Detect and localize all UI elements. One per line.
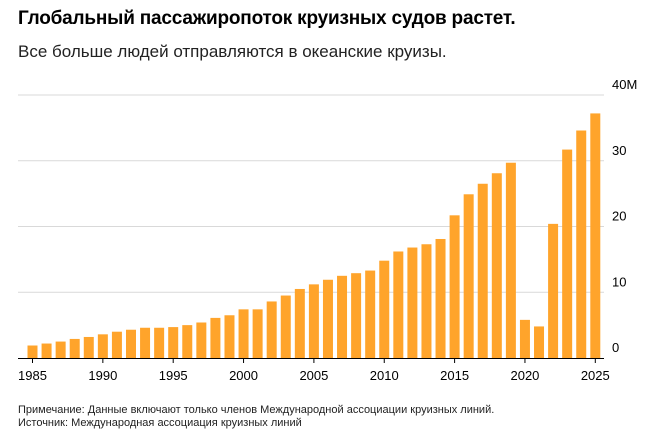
y-tick-label: 0: [612, 340, 619, 355]
bar-1991: [111, 331, 122, 358]
bar-2022: [548, 223, 559, 358]
bar-1994: [154, 327, 165, 358]
bar-1989: [83, 336, 94, 358]
y-tick-label: 20: [612, 209, 626, 224]
bar-2021: [534, 326, 545, 358]
bar-1998: [210, 317, 221, 358]
bar-1992: [125, 329, 136, 358]
bar-1993: [140, 327, 151, 358]
x-tick-label: 2020: [510, 368, 539, 383]
bar-2011: [393, 251, 404, 358]
bar-1986: [41, 343, 52, 358]
bar-2015: [449, 215, 460, 358]
bar-2019: [505, 162, 516, 358]
bar-2004: [294, 288, 305, 358]
x-tick-label: 2025: [581, 368, 610, 383]
x-axis-ticks: 1985 1990 1995 2000 2005 2010 2015 2020 2025: [18, 358, 610, 383]
bar-1996: [182, 325, 193, 358]
bar-2001: [252, 309, 263, 358]
source-note: Источник: Международная ассоциация круиз…: [18, 417, 302, 429]
bar-1995: [168, 327, 179, 358]
bar-2023: [562, 149, 573, 358]
x-tick-label: 2005: [299, 368, 328, 383]
bar-1990: [97, 334, 108, 358]
bar-1988: [69, 338, 80, 358]
x-tick-label: 1995: [159, 368, 188, 383]
x-tick-label: 1985: [18, 368, 47, 383]
bar-2010: [379, 260, 390, 358]
bar-2008: [351, 273, 362, 358]
bar-2017: [477, 183, 488, 358]
chart-subtitle: Все больше людей отправляются в океански…: [18, 42, 447, 61]
bar-2013: [421, 244, 432, 358]
bar-2014: [435, 238, 446, 358]
bar-2012: [407, 247, 418, 358]
bar-2020: [519, 319, 530, 358]
bar-2007: [337, 275, 348, 358]
y-tick-label: 40M: [612, 77, 637, 92]
bar-1987: [55, 341, 66, 358]
bar-2005: [308, 284, 319, 358]
bar-2018: [491, 173, 502, 358]
y-tick-label: 10: [612, 274, 626, 289]
bar-1985: [27, 345, 38, 358]
bar-2025: [590, 113, 601, 358]
bar-2000: [238, 309, 249, 358]
y-axis-ticks: 0 10 20 30 40M: [612, 77, 637, 355]
footnote: Примечание: Данные включают только члено…: [18, 404, 495, 416]
bar-2003: [280, 295, 291, 358]
bar-chart: 0 10 20 30 40M 1985 1990 1995 2000 2005 2010 2015 2…: [18, 77, 637, 383]
bar-1999: [224, 315, 235, 358]
bar-2009: [365, 270, 376, 358]
x-tick-label: 2015: [440, 368, 469, 383]
x-tick-label: 1990: [88, 368, 117, 383]
bar-1997: [196, 322, 207, 358]
bar-2002: [266, 301, 277, 358]
y-tick-label: 30: [612, 143, 626, 158]
chart-title: Глобальный пассажиропоток круизных судов…: [18, 8, 516, 29]
bars: [27, 113, 601, 358]
bar-2016: [463, 194, 474, 358]
x-tick-label: 2010: [370, 368, 399, 383]
bar-2006: [322, 279, 333, 358]
bar-2024: [576, 130, 587, 358]
x-tick-label: 2000: [229, 368, 258, 383]
